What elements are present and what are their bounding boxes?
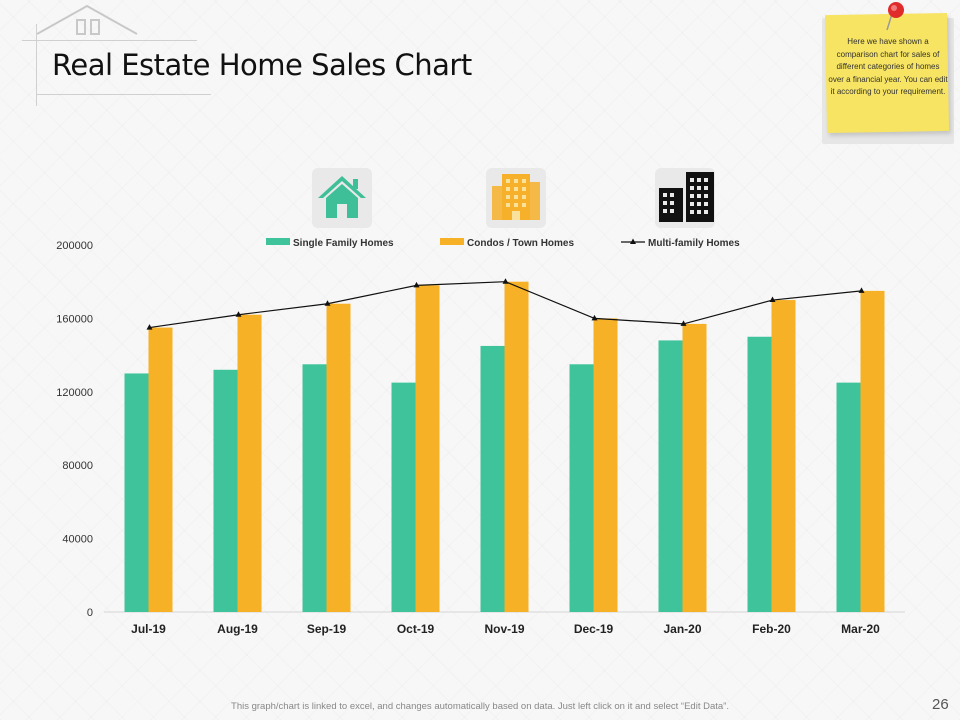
marker-multi-family (680, 320, 687, 326)
legend-marker (630, 238, 636, 244)
y-tick-label: 120000 (56, 387, 93, 399)
marker-multi-family (146, 324, 153, 330)
x-tick-label: Dec-19 (574, 622, 614, 636)
bar-single-family (480, 345, 505, 612)
pushpin-icon (886, 2, 904, 31)
bar-condos (504, 281, 529, 612)
x-tick-label: Oct-19 (397, 622, 435, 636)
bar-condos (415, 285, 440, 612)
x-tick-label: Jan-20 (663, 622, 701, 636)
x-tick-label: Jul-19 (131, 622, 166, 636)
x-tick-label: Feb-20 (752, 622, 791, 636)
y-tick-label: 0 (87, 607, 93, 619)
frame-line (36, 24, 37, 106)
legend-label: Condos / Town Homes (467, 238, 574, 249)
page-number: 26 (932, 696, 949, 713)
frame-line (36, 94, 211, 95)
legend-swatch (266, 238, 290, 245)
y-tick-label: 40000 (62, 534, 93, 546)
house-icon (318, 176, 366, 218)
bar-single-family (836, 382, 861, 612)
x-tick-label: Sep-19 (307, 622, 347, 636)
bar-condos (682, 323, 707, 612)
y-tick-label: 200000 (56, 240, 93, 252)
y-tick-label: 160000 (56, 313, 93, 325)
bar-single-family (658, 340, 683, 612)
bar-single-family (747, 336, 772, 612)
bar-single-family (124, 373, 149, 612)
bar-single-family (569, 364, 594, 612)
bar-single-family (391, 382, 416, 612)
legend-swatch (440, 238, 464, 245)
icon-tile (312, 168, 372, 228)
page-title: Real Estate Home Sales Chart (52, 48, 472, 82)
bar-condos (593, 318, 618, 612)
frame-line (22, 40, 197, 41)
marker-multi-family (769, 296, 776, 303)
bar-single-family (213, 369, 238, 612)
bar-condos (326, 303, 351, 612)
sticky-note-text: Here we have shown a comparison chart fo… (828, 37, 948, 96)
marker-multi-family (413, 281, 420, 288)
y-tick-label: 80000 (62, 460, 93, 472)
house-outline-icon (37, 4, 138, 35)
title-frame (22, 4, 222, 106)
footer-note: This graph/chart is linked to excel, and… (231, 701, 729, 712)
bar-condos (771, 300, 796, 612)
x-tick-label: Nov-19 (484, 622, 524, 636)
marker-multi-family (591, 314, 598, 321)
bar-single-family (302, 364, 327, 612)
bar-condos (148, 327, 173, 612)
bar-condos (860, 290, 885, 612)
bar-condos (237, 314, 262, 612)
legend-label: Single Family Homes (293, 238, 394, 249)
x-tick-label: Mar-20 (841, 622, 880, 636)
icon-tile (655, 168, 715, 228)
icon-tile (486, 168, 546, 228)
condo-building-icon (492, 174, 540, 220)
x-tick-label: Aug-19 (217, 622, 258, 636)
apartment-buildings-icon (659, 172, 714, 222)
marker-multi-family (858, 287, 865, 293)
legend-label: Multi-family Homes (648, 238, 740, 249)
marker-multi-family (235, 311, 242, 317)
marker-multi-family (324, 300, 331, 306)
marker-multi-family (502, 278, 509, 284)
